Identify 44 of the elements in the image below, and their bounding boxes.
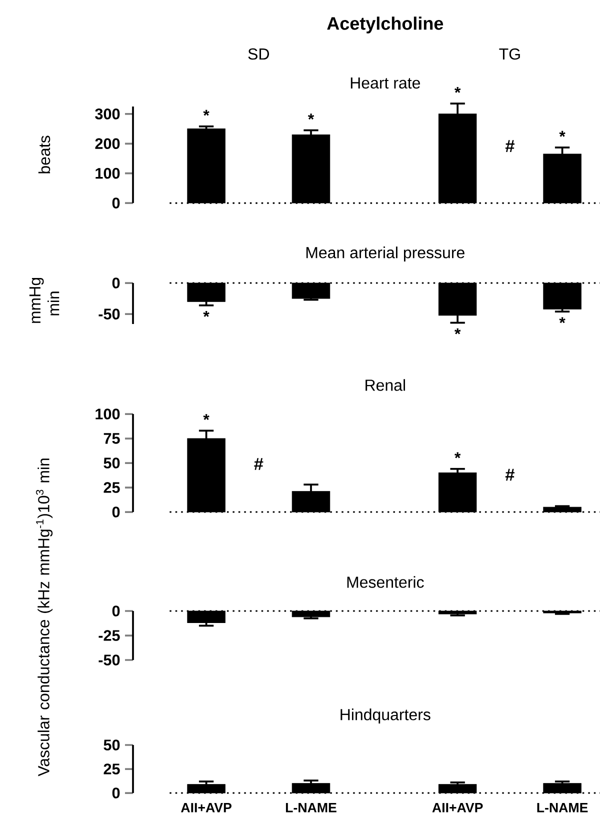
data-label: * (559, 317, 566, 324)
chart-title: Mesenteric (347, 576, 424, 588)
y-axis-title: mmHg min (29, 278, 60, 323)
data-label: * (203, 110, 210, 116)
x-tick-label: AII+AVP (432, 803, 483, 812)
y-tick-label: 50 (104, 458, 120, 468)
x-tick-label: L-NAME (286, 803, 336, 812)
data-label: * (203, 310, 210, 317)
y-tick-label: -50 (98, 654, 120, 666)
y-tick-label: 0 (112, 278, 120, 288)
data-label: * (454, 328, 461, 334)
data-label: * (454, 452, 461, 458)
text: TG (499, 48, 520, 60)
x-tick-label: L-NAME (537, 803, 588, 812)
y-tick-label: -25 (98, 630, 120, 641)
data-label: * (559, 130, 566, 137)
y-tick-label: 25 (104, 764, 120, 774)
y-tick-label: 25 (104, 482, 120, 493)
annotation: # (254, 458, 264, 470)
y-tick-label: 0 (112, 198, 120, 208)
chart-title: Acetylcholine (327, 16, 444, 34)
y-tick-label: 0 (112, 788, 120, 798)
y-tick-label: 50 (104, 740, 120, 750)
annotation: # (505, 140, 514, 152)
annotation: # (505, 468, 514, 481)
chart-title: Renal (366, 379, 405, 391)
y-tick-label: 75 (104, 433, 120, 444)
text: SD (248, 48, 269, 60)
y-tick-label: 300 (95, 108, 120, 120)
y-axis-title: beats (38, 136, 50, 174)
data-label: * (308, 114, 314, 120)
y-tick-label: 0 (112, 606, 120, 616)
y-tick-label: 100 (96, 408, 120, 420)
chart-subtitle: Heart rate (350, 77, 420, 89)
chart-title: Mean arterial pressure (306, 246, 464, 262)
y-tick-label: -50 (98, 308, 120, 320)
chart-title: Hindquarters (340, 708, 430, 724)
y-tick-label: 0 (112, 506, 120, 518)
data-label: * (203, 414, 210, 420)
data-label: * (454, 86, 461, 93)
y-tick-label: 200 (95, 138, 120, 150)
y-tick-label: 100 (96, 168, 120, 179)
x-tick-label: AII+AVP (181, 803, 232, 812)
y-axis-title: Vascular conductance (kHz mmHg$^{-1}$)10$^{3}$ min (36, 458, 53, 776)
